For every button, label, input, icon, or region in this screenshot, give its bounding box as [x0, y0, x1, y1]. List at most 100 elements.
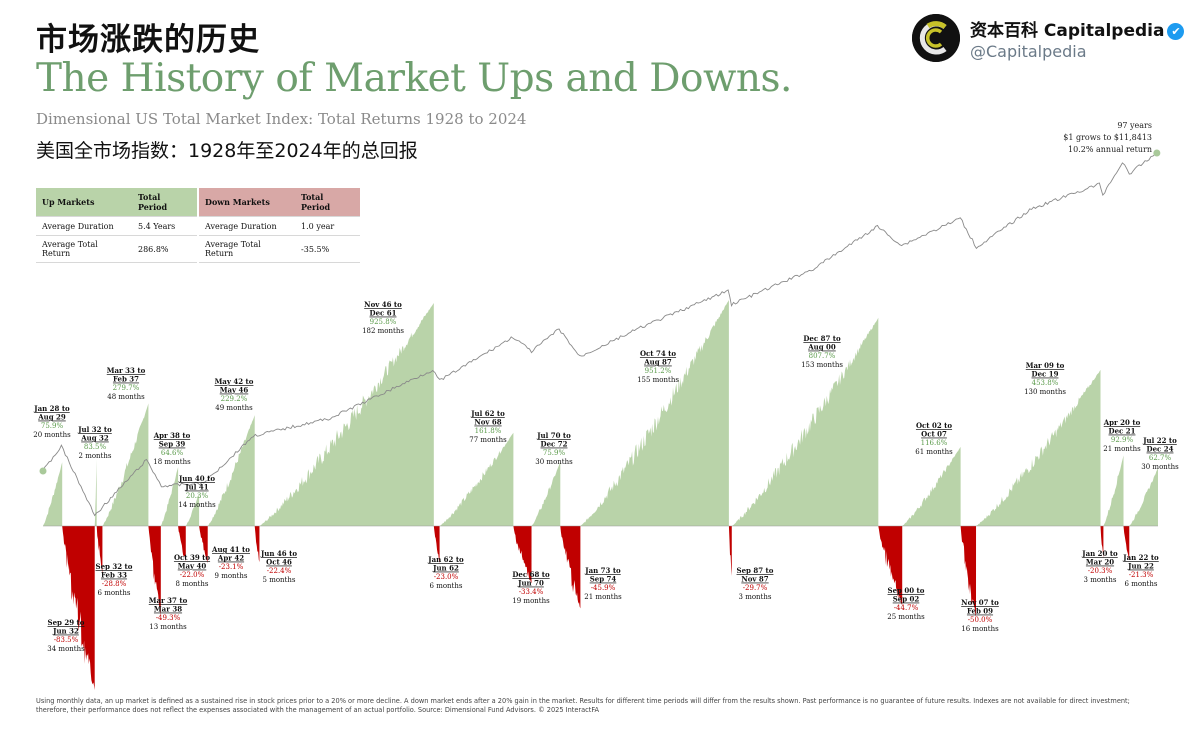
up-market-label: Oct 02 to Oct 07 116.6% 61 months [915, 421, 953, 456]
up-label-line: 153 months [801, 361, 843, 369]
down-market-label: Oct 39 to May 40 -22.0% 8 months [174, 553, 210, 588]
down-market-label: Sep 29 to Jun 32 -83.5% 34 months [47, 618, 85, 653]
up-market-area [531, 462, 561, 526]
down-label-line: Sep 02 [893, 595, 920, 604]
up-label-line: 75.9% [543, 449, 566, 457]
brand-handle[interactable]: @Capitalpedia [970, 42, 1087, 61]
down-market-area [96, 526, 103, 575]
down-label-line: Mar 38 [154, 605, 182, 614]
up-label-line: 83.5% [84, 443, 107, 451]
up-label-line: 925.8% [370, 318, 397, 326]
down-market-area [254, 526, 260, 563]
down-label-line: -33.4% [519, 588, 544, 596]
up-label-line: Aug 29 [37, 413, 66, 422]
down-market-label: Aug 41 to Apr 42 -23.1% 9 months [211, 545, 250, 580]
up-market-label: Nov 46 to Dec 61 925.8% 182 months [362, 300, 404, 335]
up-market-label: Mar 09 to Dec 19 453.8% 130 months [1024, 361, 1066, 396]
down-label-line: 21 months [584, 593, 622, 601]
down-label-line: Jun 46 to [260, 549, 297, 558]
up-label-line: Jul 70 to [536, 431, 571, 440]
up-label-line: Dec 87 to [803, 334, 841, 343]
down-label-line: Jun 62 [432, 564, 459, 573]
up-market-area [976, 369, 1101, 526]
down-market-label: Sep 87 to Nov 87 -29.7% 3 months [737, 566, 774, 601]
up-label-line: 77 months [469, 436, 507, 444]
down-label-line: -49.3% [156, 614, 181, 622]
down-label-line: 3 months [739, 593, 772, 601]
down-label-line: May 40 [178, 562, 207, 571]
down-market-label: Sep 00 to Sep 02 -44.7% 25 months [887, 586, 925, 621]
down-market-area [513, 526, 532, 584]
up-table-header-period: Total Period [132, 188, 197, 217]
up-label-line: 75.9% [41, 422, 64, 430]
up-market-label: Apr 38 to Sep 39 64.6% 18 months [153, 431, 191, 466]
up-label-line: Jul 41 [184, 483, 208, 492]
down-label-line: Jan 22 to [1122, 553, 1159, 562]
down-label-line: 3 months [1084, 576, 1117, 584]
up-label-line: 14 months [178, 501, 216, 509]
down-label-line: Jun 32 [52, 627, 79, 636]
up-label-line: 279.7% [113, 384, 140, 392]
down-market-label: Jan 22 to Jun 22 -21.3% 6 months [1122, 553, 1159, 588]
up-label-line: 161.8% [475, 427, 502, 435]
up-market-area [185, 493, 200, 526]
down-table-header-period: Total Period [295, 188, 360, 217]
up-label-line: Oct 02 to [916, 421, 952, 430]
up-label-line: 155 months [637, 376, 679, 384]
down-duration-value: 1.0 year [295, 216, 360, 236]
down-label-line: Nov 87 [741, 575, 768, 584]
down-label-line: Sep 74 [590, 575, 617, 584]
down-market-area [199, 526, 208, 564]
up-market-label: Mar 33 to Feb 37 279.7% 48 months [107, 366, 146, 401]
down-market-area [960, 526, 977, 617]
down-label-line: Jan 20 to [1081, 549, 1118, 558]
up-label-line: 21 months [1103, 445, 1141, 453]
up-duration-value: 5.4 Years [132, 216, 197, 236]
up-market-area [1129, 468, 1158, 526]
down-label-line: Jun 70 [517, 579, 544, 588]
down-label-line: Sep 32 to [96, 562, 133, 571]
brand-badge[interactable]: 资本百科 Capitalpedia ✔ @Capitalpedia [912, 12, 1192, 66]
up-label-line: Nov 46 to [364, 300, 402, 309]
up-label-line: 62.7% [1149, 454, 1172, 462]
down-label-line: Sep 29 to [48, 618, 85, 627]
up-label-line: Dec 72 [541, 440, 568, 449]
up-label-line: Aug 87 [643, 358, 672, 367]
growth-end-dot [1153, 149, 1161, 157]
up-label-line: 951.2% [645, 367, 672, 375]
growth-note-line: 97 years [1117, 121, 1152, 130]
up-label-line: 30 months [1141, 463, 1179, 471]
down-label-line: Jan 62 to [427, 555, 464, 564]
up-label-line: Jul 22 to [1142, 436, 1177, 445]
up-label-line: Dec 19 [1032, 370, 1059, 379]
chart-subtitle-en: Dimensional US Total Market Index: Total… [36, 110, 527, 128]
down-market-area [728, 526, 732, 576]
up-market-label: Jun 40 to Jul 41 20.3% 14 months [178, 474, 216, 509]
down-label-line: Oct 46 [266, 558, 292, 567]
down-label-line: -20.3% [1088, 567, 1113, 575]
up-label-line: 182 months [362, 327, 404, 335]
up-table-header: Up Markets [36, 188, 132, 217]
up-label-line: May 46 [220, 386, 249, 395]
up-label-line: Oct 07 [921, 430, 947, 439]
up-market-area [160, 467, 179, 526]
down-label-line: Dec 68 to [512, 570, 550, 579]
capitalpedia-logo-icon [912, 14, 960, 62]
down-market-area [433, 526, 440, 564]
up-return-label: Average Total Return [36, 235, 132, 263]
down-return-label: Average Total Return [199, 235, 296, 263]
down-label-line: Mar 37 to [149, 596, 188, 605]
down-label-line: -44.7% [894, 604, 919, 612]
down-label-line: 34 months [47, 645, 85, 653]
up-label-line: Apr 38 to [153, 431, 191, 440]
footer-disclaimer: Using monthly data, an up market is defi… [36, 697, 1130, 714]
up-market-label: Jan 28 to Aug 29 75.9% 20 months [33, 404, 71, 439]
up-label-line: 64.6% [161, 449, 184, 457]
up-label-line: 92.9% [1111, 436, 1134, 444]
up-label-line: 2 months [79, 452, 112, 460]
up-label-line: Feb 37 [113, 375, 139, 384]
down-label-line: -83.5% [54, 636, 79, 644]
brand-name: 资本百科 Capitalpedia ✔ [970, 16, 1185, 41]
up-market-area [259, 303, 434, 526]
up-market-area [43, 462, 63, 526]
